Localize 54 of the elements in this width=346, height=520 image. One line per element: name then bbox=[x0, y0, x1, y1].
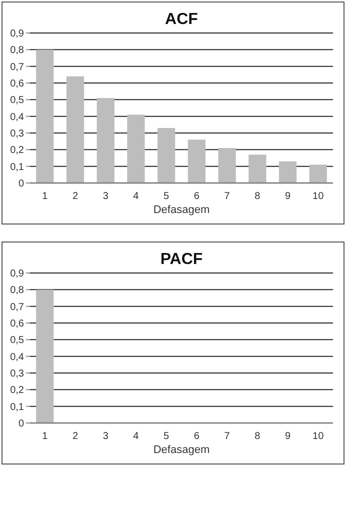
x-tick-label: 4 bbox=[133, 431, 140, 442]
y-tick-label: 0,6 bbox=[10, 318, 24, 330]
x-tick-label: 6 bbox=[194, 431, 200, 442]
x-tick-label: 8 bbox=[254, 191, 261, 202]
x-tick-label: 2 bbox=[72, 431, 78, 442]
bar bbox=[309, 164, 327, 183]
y-tick-label: 0 bbox=[18, 178, 24, 190]
bar bbox=[158, 128, 176, 183]
x-tick-label: 9 bbox=[284, 431, 291, 442]
y-tick-label: 0,3 bbox=[10, 368, 24, 380]
chart-title: ACF bbox=[165, 11, 198, 28]
y-tick-label: 0,2 bbox=[10, 145, 24, 156]
y-tick-label: 0,8 bbox=[10, 285, 24, 296]
x-tick-label: 1 bbox=[42, 191, 48, 202]
y-tick-label: 0,6 bbox=[10, 78, 24, 90]
y-tick-label: 0,4 bbox=[10, 112, 24, 123]
x-tick-label: 10 bbox=[312, 191, 324, 202]
x-tick-label: 7 bbox=[224, 191, 230, 202]
y-tick-label: 0,5 bbox=[10, 95, 24, 106]
x-tick-label: 4 bbox=[133, 191, 140, 202]
bar bbox=[127, 114, 145, 183]
x-tick-label: 8 bbox=[254, 431, 261, 442]
y-tick-label: 0,4 bbox=[10, 352, 24, 363]
bar bbox=[248, 154, 266, 183]
x-tick-label: 2 bbox=[72, 191, 78, 202]
y-tick-label: 0,8 bbox=[10, 45, 24, 56]
x-tick-label: 10 bbox=[312, 431, 324, 442]
x-tick-label: 1 bbox=[42, 431, 48, 442]
y-tick-label: 0,1 bbox=[10, 402, 24, 413]
x-tick-label: 6 bbox=[194, 191, 200, 202]
chart-title: PACF bbox=[160, 251, 203, 268]
x-tick-label: 3 bbox=[102, 431, 109, 442]
x-axis-title: Defasagem bbox=[153, 444, 210, 456]
y-tick-label: 0 bbox=[18, 418, 24, 430]
bar bbox=[36, 50, 54, 183]
y-tick-label: 0,2 bbox=[10, 385, 24, 396]
bar bbox=[66, 76, 84, 183]
y-tick-label: 0,5 bbox=[10, 335, 24, 346]
x-axis-title: Defasagem bbox=[153, 204, 210, 216]
x-tick-label: 3 bbox=[102, 191, 109, 202]
x-tick-label: 5 bbox=[164, 191, 170, 202]
y-tick-label: 0,3 bbox=[10, 128, 24, 140]
bar bbox=[278, 161, 297, 183]
x-tick-label: 7 bbox=[224, 431, 230, 442]
y-tick-label: 0,9 bbox=[10, 28, 24, 40]
x-tick-label: 5 bbox=[164, 431, 170, 442]
y-tick-label: 0,7 bbox=[10, 302, 24, 313]
bar bbox=[188, 140, 206, 183]
bar bbox=[218, 148, 236, 183]
bar bbox=[96, 98, 114, 183]
x-tick-label: 9 bbox=[284, 191, 291, 202]
y-tick-label: 0,7 bbox=[10, 62, 24, 73]
y-tick-label: 0,9 bbox=[10, 268, 24, 280]
y-tick-label: 0,1 bbox=[10, 162, 24, 173]
